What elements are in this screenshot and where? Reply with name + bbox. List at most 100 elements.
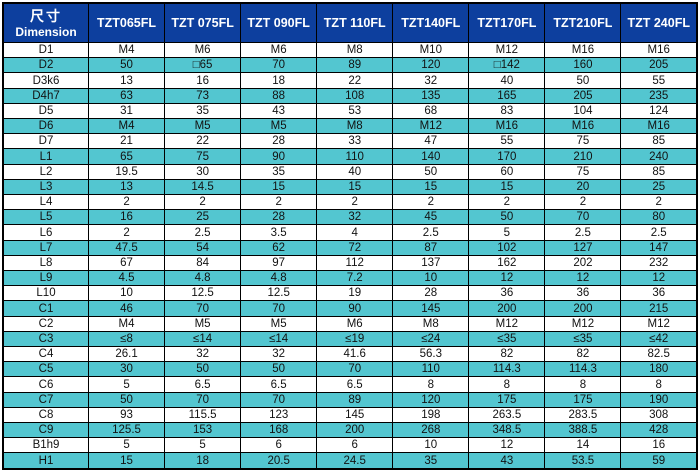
table-row: H1 15 18 20.5 24.5 35 43 53.5 59 (2, 452, 698, 470)
cell: M6 (316, 315, 394, 332)
cell: M4 (87, 41, 166, 59)
cell: 36 (468, 285, 546, 302)
cell: 75 (544, 133, 622, 150)
cell: M16 (544, 41, 622, 59)
cell: 33 (316, 133, 394, 150)
cell: M5 (164, 315, 242, 332)
cell: 56.3 (392, 346, 470, 363)
cell: ≤14 (240, 330, 318, 348)
cell: 3.5 (240, 224, 318, 241)
cell: 205 (544, 87, 622, 104)
row-label: C9 (2, 422, 89, 439)
cell: 263.5 (468, 406, 546, 424)
row-label: B1h9 (2, 437, 89, 454)
cell: 114.3 (468, 361, 546, 378)
cell: 283.5 (544, 406, 622, 424)
row-label: L9 (2, 270, 89, 287)
cell: M12 (544, 315, 622, 332)
cell: 2 (392, 194, 470, 211)
cell: 8 (544, 376, 622, 393)
table-row: D6 M4 M5 M5 M8 M12 M16 M16 M16 (2, 118, 698, 135)
row-label: L5 (2, 209, 89, 226)
column-header: TZT210FL (544, 2, 622, 43)
cell: 87 (392, 239, 470, 256)
table-row: L8 67 84 97 112 137 162 202 232 (2, 254, 698, 272)
table-row: C9 125.5 153 168 200 268 348.5 388.5 428 (2, 422, 698, 439)
cell: 5 (468, 224, 546, 241)
cell: 50 (544, 72, 622, 89)
cell: 85 (620, 163, 698, 180)
cell: 110 (316, 148, 394, 165)
corner-header-cn: 尺寸 (30, 7, 62, 24)
cell: 70 (544, 209, 622, 226)
cell: 153 (164, 422, 242, 439)
cell: 190 (620, 391, 698, 408)
cell: 175 (544, 391, 622, 408)
cell: 50 (87, 391, 166, 408)
cell: 123 (240, 406, 318, 424)
cell: M5 (240, 118, 318, 135)
cell: 45 (392, 209, 470, 226)
column-header: TZT 075FL (164, 2, 242, 43)
cell: 8 (468, 376, 546, 393)
cell: ≤42 (620, 330, 698, 348)
cell: 137 (392, 254, 470, 272)
cell: 2.5 (544, 224, 622, 241)
cell: 202 (544, 254, 622, 272)
cell: 89 (316, 57, 394, 74)
cell: M8 (316, 118, 394, 135)
cell: 54 (164, 239, 242, 256)
cell: 348.5 (468, 422, 546, 439)
cell: 85 (620, 133, 698, 150)
cell: 89 (316, 391, 394, 408)
cell: ≤35 (544, 330, 622, 348)
table-row: L10 10 12.5 12.5 19 28 36 36 36 (2, 285, 698, 302)
cell: 15 (392, 178, 470, 196)
table-row: L2 19.5 30 35 40 50 60 75 85 (2, 163, 698, 180)
cell: 21 (87, 133, 166, 150)
cell: 6.5 (164, 376, 242, 393)
cell: 168 (240, 422, 318, 439)
cell: 70 (164, 300, 242, 317)
row-label: H1 (2, 452, 89, 470)
table-row: L4 2 2 2 2 2 2 2 2 (2, 194, 698, 211)
cell: 40 (316, 163, 394, 180)
cell: 6.5 (240, 376, 318, 393)
cell: 67 (87, 254, 166, 272)
cell: 2.5 (620, 224, 698, 241)
cell: 165 (468, 87, 546, 104)
table-row: B1h9 5 5 6 6 10 12 14 16 (2, 437, 698, 454)
cell: 80 (620, 209, 698, 226)
row-label: C3 (2, 330, 89, 348)
table-row: L6 2 2.5 3.5 4 2.5 5 2.5 2.5 (2, 224, 698, 241)
cell: 235 (620, 87, 698, 104)
row-label: L6 (2, 224, 89, 241)
cell: 12.5 (240, 285, 318, 302)
cell: 70 (164, 391, 242, 408)
cell: 5 (87, 376, 166, 393)
row-label: C2 (2, 315, 89, 332)
cell: 4 (316, 224, 394, 241)
cell: 65 (87, 148, 166, 165)
cell: 73 (164, 87, 242, 104)
cell: 6.5 (316, 376, 394, 393)
column-header: TZT065FL (87, 2, 166, 43)
cell: 104 (544, 102, 622, 120)
cell: M12 (468, 315, 546, 332)
cell: 8 (392, 376, 470, 393)
table-row: D3k6 13 16 18 22 32 40 50 55 (2, 72, 698, 89)
row-label: L10 (2, 285, 89, 302)
cell: M6 (240, 41, 318, 59)
row-label: C5 (2, 361, 89, 378)
cell: 12 (544, 270, 622, 287)
cell: 70 (240, 391, 318, 408)
cell: 120 (392, 57, 470, 74)
row-label: L8 (2, 254, 89, 272)
cell: 28 (240, 209, 318, 226)
table-row: C5 30 50 50 70 110 114.3 114.3 180 (2, 361, 698, 378)
cell: 90 (316, 300, 394, 317)
cell: 75 (164, 148, 242, 165)
row-label: D2 (2, 57, 89, 74)
cell: 43 (468, 452, 546, 470)
